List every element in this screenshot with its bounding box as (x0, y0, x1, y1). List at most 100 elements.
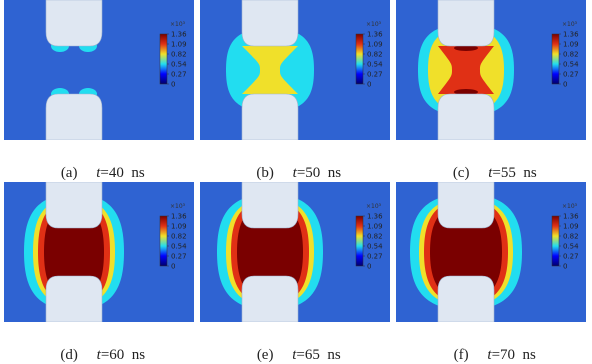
caption-a-tvar: t (96, 165, 101, 181)
contour-plot-c: ×10³ 1.36 1.09 0.82 0.54 0.27 0 (396, 0, 586, 140)
colorbar-tick-label: 0.82 (171, 51, 187, 59)
contour-plot-a: ×10³ 1.36 1.09 0.82 0.54 0.27 0 (4, 0, 194, 140)
colorbar-band (552, 256, 559, 266)
caption-f-label: (f) (453, 347, 469, 363)
caption-d: (d) t=60 ns (4, 330, 194, 364)
colorbar-band (552, 74, 559, 84)
contour-plot-b: ×10³ 1.36 1.09 0.82 0.54 0.27 0 (200, 0, 390, 140)
panel-f: ×10³ 1.36 1.09 0.82 0.54 0.27 0 (396, 182, 586, 322)
colorbar-frame (159, 33, 168, 85)
colorbar-band (356, 216, 363, 226)
colorbar-band (552, 216, 559, 226)
colorbar-tick-label: 0.27 (563, 71, 579, 79)
colorbar-band (160, 246, 167, 256)
colorbar-tick-label: 0.27 (367, 253, 383, 261)
bottom-electrode (241, 93, 299, 140)
colorbar-tick-label: 0.82 (563, 233, 579, 241)
colorbar-band (160, 216, 167, 226)
caption-f: (f) t=70 ns (396, 330, 586, 364)
colorbar-tick-label: 0.27 (367, 71, 383, 79)
panel-c: ×10³ 1.36 1.09 0.82 0.54 0.27 0 (396, 0, 586, 140)
caption-b-time: =50 ns (296, 165, 342, 181)
top-electrode (45, 182, 103, 229)
caption-d-time: =60 ns (100, 347, 146, 363)
colorbar-band (356, 64, 363, 74)
yellow-region (242, 46, 298, 94)
caption-a: (a) t=40 ns (4, 148, 194, 182)
colorbar-tick-label: 0.82 (367, 51, 383, 59)
colorbar-band (552, 64, 559, 74)
colorbar-exponent: ×10³ (170, 203, 186, 210)
colorbar-band (160, 54, 167, 64)
colorbar-tick-label: 1.09 (171, 223, 187, 231)
colorbar-tick-label: 0.54 (171, 61, 187, 69)
colorbar-band (160, 74, 167, 84)
caption-d-tvar: t (96, 347, 101, 363)
contour-plot-f: ×10³ 1.36 1.09 0.82 0.54 0.27 0 (396, 182, 586, 322)
caption-f-time: =70 ns (491, 347, 536, 363)
panel-e: ×10³ 1.36 1.09 0.82 0.54 0.27 0 (200, 182, 390, 322)
colorbar-tick-label: 1.09 (563, 41, 579, 49)
colorbar-band (356, 236, 363, 246)
dark-red-spot (454, 45, 478, 51)
top-electrode (241, 182, 299, 229)
caption-e-tvar: t (292, 347, 297, 363)
colorbar-band (356, 54, 363, 64)
colorbar-tick-label: 0 (171, 81, 175, 89)
colorbar-tick-label: 0.54 (367, 61, 383, 69)
colorbar-tick-label: 1.36 (563, 31, 579, 39)
colorbar-frame (551, 215, 560, 267)
panel-b: ×10³ 1.36 1.09 0.82 0.54 0.27 0 (200, 0, 390, 140)
colorbar-band (160, 256, 167, 266)
colorbar-frame (355, 215, 364, 267)
caption-e: (e) t=65 ns (200, 330, 390, 364)
colorbar-tick-label: 1.09 (563, 223, 579, 231)
caption-e-time: =65 ns (296, 347, 341, 363)
colorbar-tick-label: 0 (171, 263, 175, 271)
caption-d-label: (d) (60, 347, 78, 363)
colorbar-band (160, 34, 167, 44)
top-electrode (437, 182, 495, 229)
colorbar-tick-label: 0 (367, 263, 371, 271)
colorbar-tick-label: 0 (367, 81, 371, 89)
colorbar-band (160, 236, 167, 246)
colorbar-band (160, 64, 167, 74)
caption-c: (c) t=55 ns (396, 148, 586, 182)
caption-c-label: (c) (452, 165, 470, 181)
colorbar-tick-label: 0 (563, 263, 567, 271)
colorbar-band (552, 246, 559, 256)
colorbar-tick-label: 1.36 (171, 213, 187, 221)
colorbar-tick-label: 0.82 (171, 233, 187, 241)
colorbar-tick-label: 0.27 (171, 253, 187, 261)
colorbar-tick-label: 0.54 (563, 61, 579, 69)
colorbar-band (356, 34, 363, 44)
colorbar-exponent: ×10³ (562, 21, 578, 28)
caption-a-time: =40 ns (100, 165, 145, 181)
colorbar-exponent: ×10³ (170, 21, 186, 28)
colorbar-band (356, 44, 363, 54)
caption-b: (b) t=50 ns (200, 148, 390, 182)
colorbar-frame (551, 33, 560, 85)
colorbar-tick-label: 1.09 (367, 41, 383, 49)
colorbar-tick-label: 0.82 (367, 233, 383, 241)
colorbar-band (356, 246, 363, 256)
colorbar-tick-label: 1.36 (171, 31, 187, 39)
colorbar-tick-label: 0.82 (563, 51, 579, 59)
colorbar-band (552, 54, 559, 64)
colorbar-tick-label: 1.36 (367, 213, 383, 221)
bottom-electrode (437, 93, 495, 140)
colorbar-band (552, 44, 559, 54)
red-region (438, 46, 494, 94)
contour-plot-e: ×10³ 1.36 1.09 0.82 0.54 0.27 0 (200, 182, 390, 322)
colorbar-tick-label: 1.36 (367, 31, 383, 39)
caption-b-label: (b) (256, 165, 274, 181)
top-electrode (437, 0, 495, 47)
panel-a: ×10³ 1.36 1.09 0.82 0.54 0.27 0 (4, 0, 194, 140)
colorbar-exponent: ×10³ (366, 21, 382, 28)
colorbar-band (356, 226, 363, 236)
colorbar-tick-label: 0.54 (367, 243, 383, 251)
dark-red-spot (454, 89, 478, 95)
bottom-electrode (45, 275, 103, 322)
bottom-electrode (241, 275, 299, 322)
colorbar-band (160, 226, 167, 236)
